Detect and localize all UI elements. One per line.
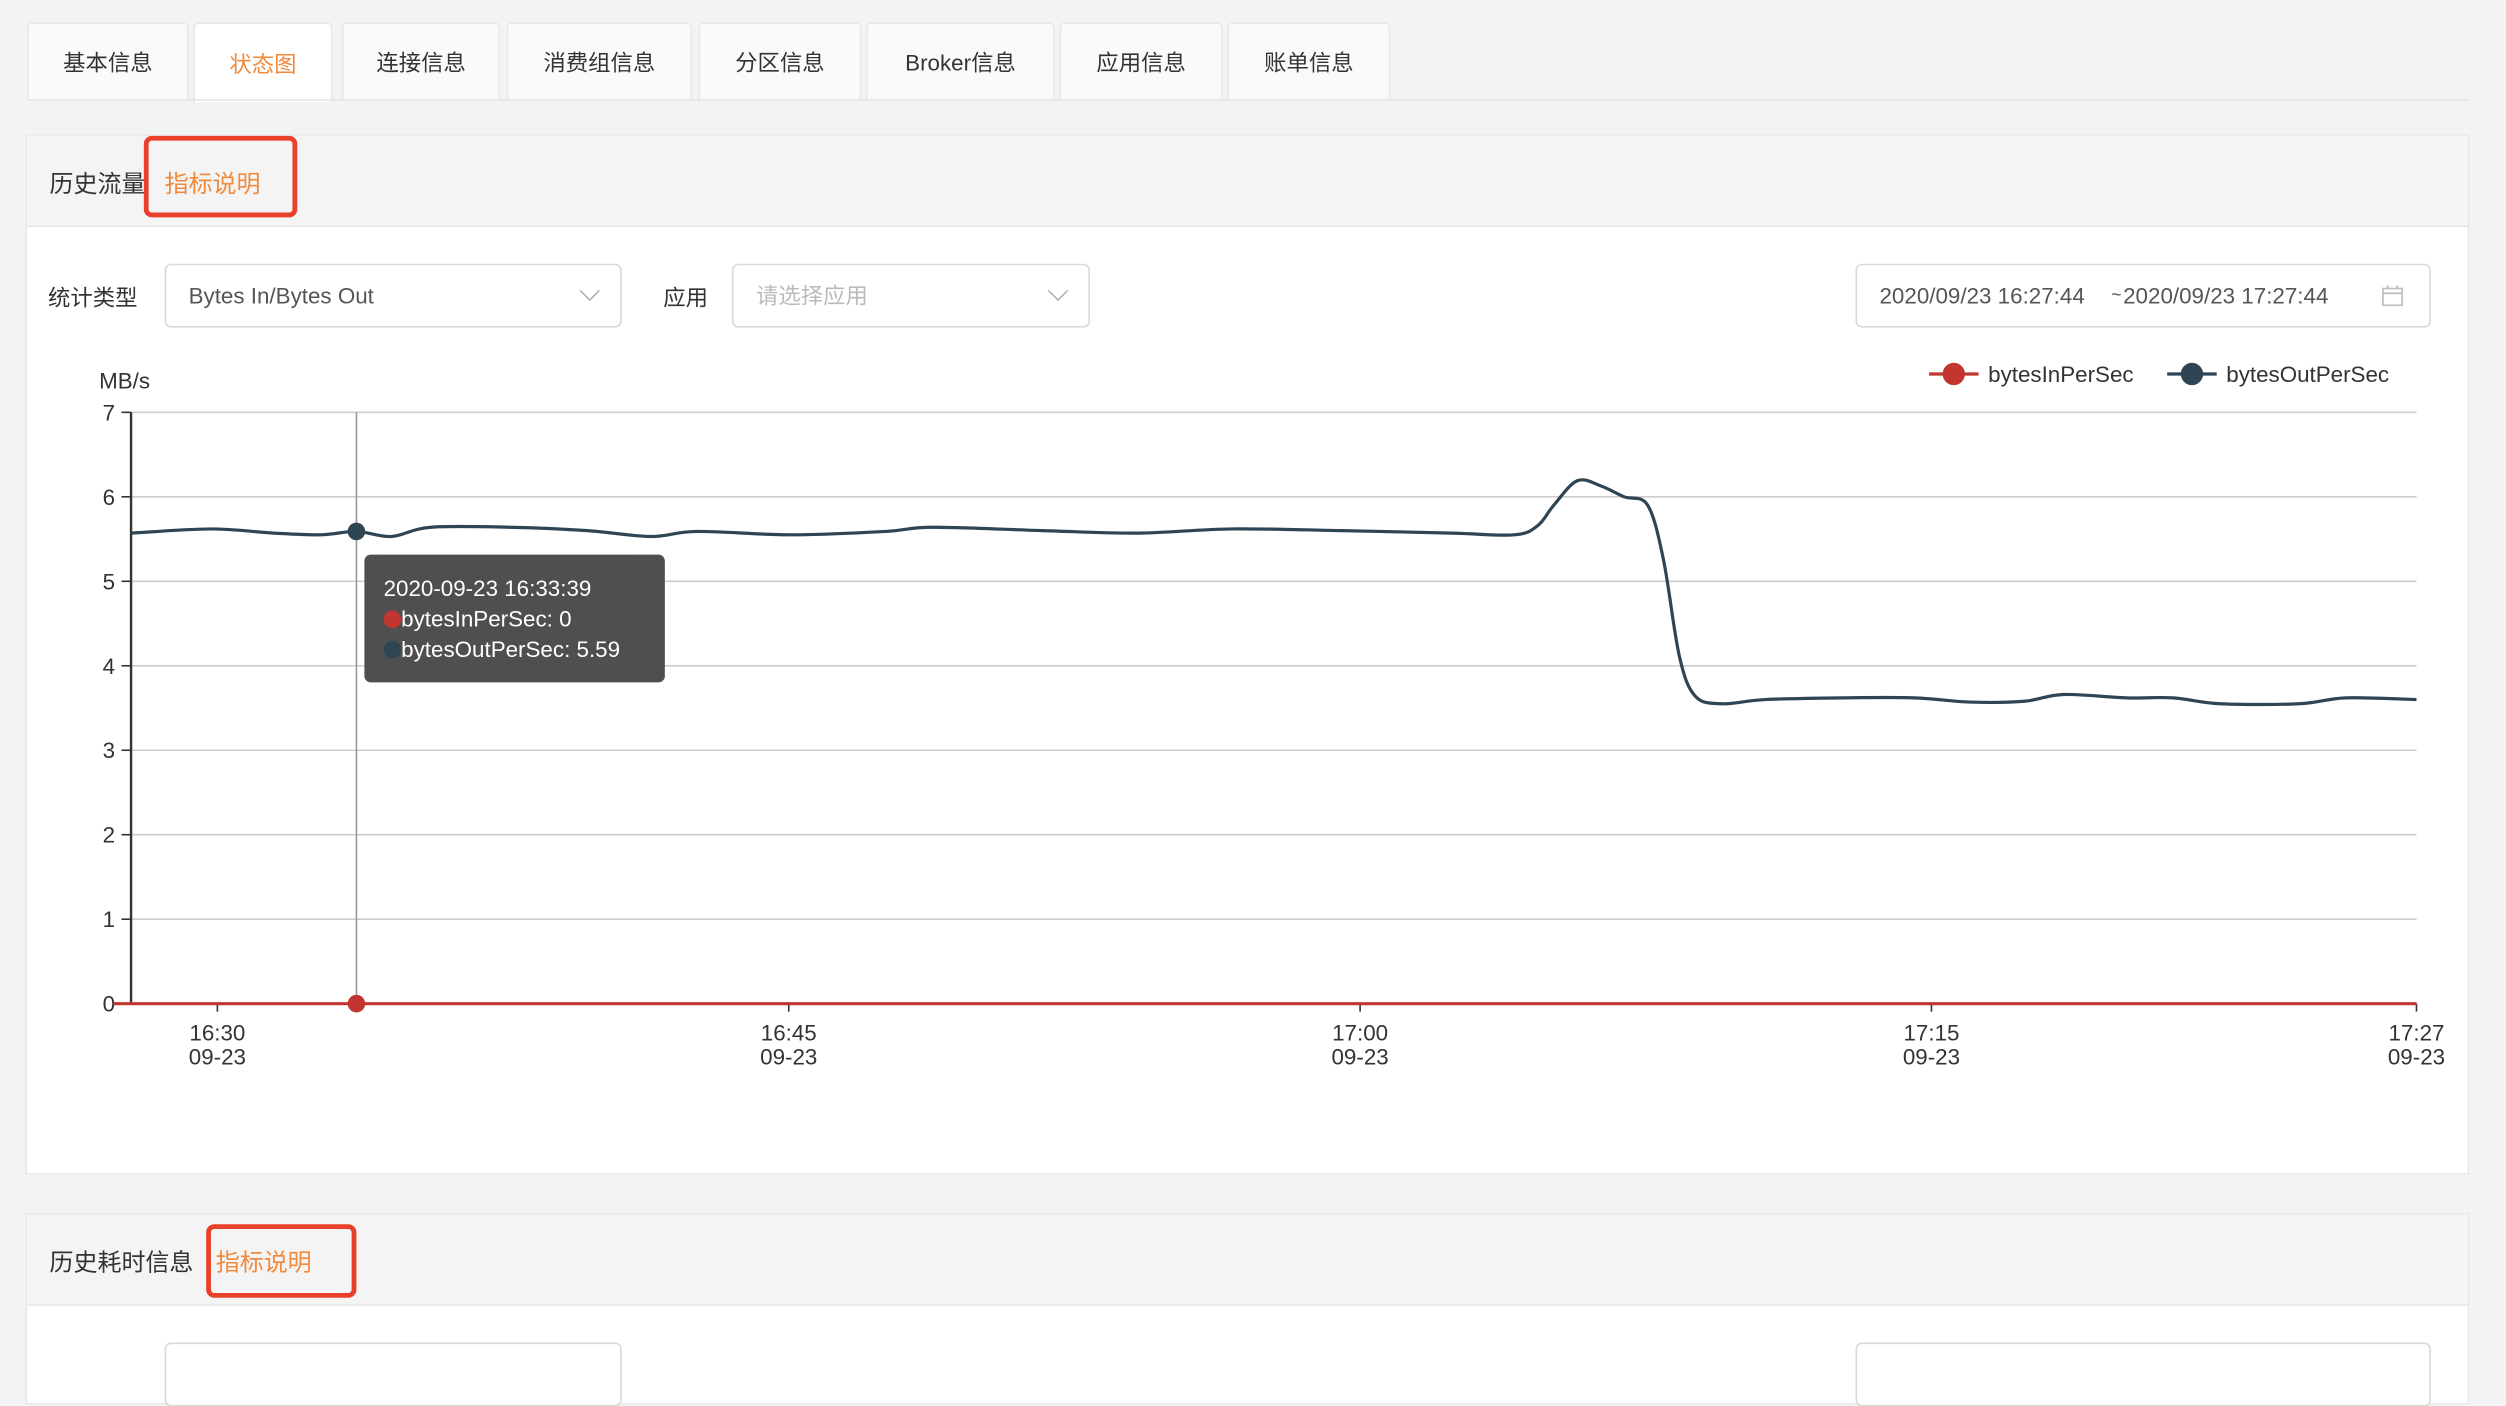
tab-status-chart[interactable]: 状态图 [193, 22, 333, 103]
date-start[interactable]: 2020/09/23 16:27:44 [1879, 282, 2085, 309]
tooltip-time: 2020-09-23 16:33:39 [383, 575, 592, 601]
x-tick-label: 17:00 [1332, 1020, 1388, 1045]
app-select[interactable]: 请选择应用 [731, 263, 1090, 328]
tab-bill-info[interactable]: 账单信息 [1227, 22, 1391, 101]
x-tick-date: 09-23 [1332, 1044, 1389, 1069]
tab-basic-info[interactable]: 基本信息 [27, 22, 189, 101]
x-tick-label: 16:45 [761, 1020, 817, 1045]
x-tick-date: 09-23 [760, 1044, 817, 1069]
date-end[interactable]: 2020/09/23 17:27:44 [2123, 282, 2329, 309]
bytes-out-dot-icon [383, 640, 402, 659]
y-tick-label: 2 [103, 823, 115, 848]
chart-tooltip: 2020-09-23 16:33:39 bytesInPerSec: 0 byt… [364, 554, 665, 683]
legend-label-bytesInPerSec: bytesInPerSec [1988, 362, 2133, 387]
latency-card-header: 历史耗时信息 指标说明 [27, 1214, 2468, 1306]
stat-type-value: Bytes In/Bytes Out [188, 282, 374, 309]
latency-date-range-picker[interactable] [1855, 1342, 2431, 1406]
tooltip-bytes-in: bytesInPerSec: 0 [401, 605, 572, 632]
bytes-in-dot-icon [383, 610, 402, 629]
stat-type-select[interactable]: Bytes In/Bytes Out [164, 263, 622, 328]
latency-help-link[interactable]: 指标说明 [215, 1249, 312, 1277]
tab-connection-info[interactable]: 连接信息 [342, 22, 501, 101]
legend-marker-icon [1942, 362, 1965, 386]
app-placeholder: 请选择应用 [755, 282, 868, 309]
hover-point-bytesOutPerSec [347, 522, 366, 541]
y-tick-label: 5 [103, 569, 115, 594]
tab-app-info[interactable]: 应用信息 [1059, 22, 1223, 101]
highlight-box [206, 1224, 357, 1298]
latency-title: 历史耗时信息 [49, 1249, 194, 1277]
legend-marker-icon [2180, 362, 2204, 386]
tab-broker-info[interactable]: Broker信息 [866, 22, 1055, 101]
y-tick-label: 7 [103, 400, 115, 425]
y-axis-label: MB/s [99, 368, 150, 393]
traffic-title: 历史流量 [49, 171, 146, 199]
highlight-box [143, 135, 298, 218]
latency-card: 历史耗时信息 指标说明 [25, 1213, 2470, 1406]
date-separator: ~ [2111, 286, 2122, 306]
y-tick-label: 6 [103, 485, 115, 510]
stat-type-label: 统计类型 [47, 284, 138, 311]
legend-label-bytesOutPerSec: bytesOutPerSec [2226, 362, 2389, 387]
x-tick-date: 09-23 [1903, 1044, 1960, 1069]
y-tick-label: 0 [103, 992, 115, 1017]
x-tick-label: 17:15 [1903, 1020, 1959, 1045]
latency-stat-type-select[interactable] [164, 1342, 622, 1406]
tooltip-bytes-out: bytesOutPerSec: 5.59 [401, 636, 621, 662]
y-tick-label: 3 [103, 738, 115, 763]
hover-point-bytesInPerSec [347, 994, 366, 1013]
x-tick-label: 16:30 [189, 1020, 245, 1045]
traffic-card-header: 历史流量 指标说明 [27, 135, 2468, 227]
date-range-picker[interactable]: 2020/09/23 16:27:44 ~ 2020/09/23 17:27:4… [1855, 263, 2431, 328]
y-tick-label: 1 [103, 907, 115, 932]
x-tick-label: 17:27 [2389, 1020, 2445, 1045]
x-tick-date: 09-23 [2388, 1044, 2445, 1069]
app-label: 应用 [663, 284, 709, 311]
tab-divider [27, 99, 2470, 101]
tab-partition-info[interactable]: 分区信息 [698, 22, 862, 101]
traffic-help-link[interactable]: 指标说明 [164, 171, 261, 199]
traffic-chart[interactable]: MB/s 0123456716:3009-2316:4509-2317:0009… [0, 0, 2506, 1175]
y-tick-label: 4 [103, 654, 115, 679]
series-line-bytesOutPerSec [130, 478, 2417, 707]
x-tick-date: 09-23 [189, 1044, 246, 1069]
tab-consumer-group-info[interactable]: 消费组信息 [506, 22, 693, 101]
calendar-icon [2382, 285, 2403, 307]
